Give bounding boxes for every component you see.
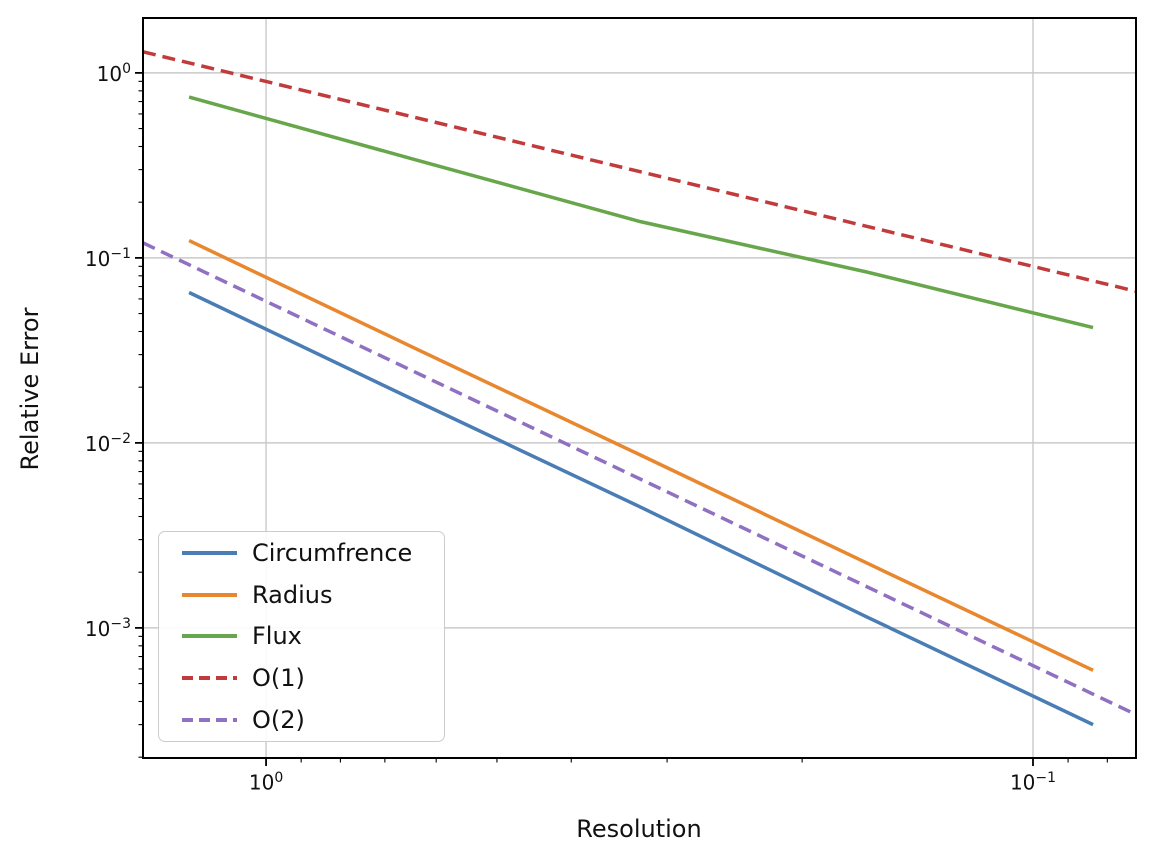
legend-item: Radius (159, 574, 444, 616)
x-tick-label: 100 (248, 770, 284, 795)
legend-item: O(2) (159, 699, 444, 741)
series-line-circumfrence (188, 290, 1094, 727)
y-tick-label: 10−1 (84, 246, 131, 271)
y-tick-label: 100 (96, 61, 131, 86)
legend-swatch-flux (182, 634, 237, 639)
y-tick-label: 10−3 (84, 616, 131, 641)
legend-item: Flux (159, 616, 444, 658)
x-tick-label: 10−1 (1009, 770, 1057, 795)
series-line-o-1- (142, 50, 1137, 293)
legend-label: O(1) (252, 664, 305, 693)
legend-item: Circumfrence (159, 532, 444, 574)
y-tick-label: 10−2 (84, 431, 131, 456)
x-axis-label: Resolution (576, 815, 702, 843)
legend-item: O(1) (159, 657, 444, 699)
series-line-o-2- (142, 241, 1137, 717)
plot-border (142, 17, 1137, 759)
legend-label: Circumfrence (252, 538, 413, 567)
legend-label: Radius (252, 580, 333, 609)
legend-swatch-o1 (182, 676, 237, 681)
legend-swatch-o2 (182, 718, 237, 723)
legend-label: O(2) (252, 706, 305, 735)
legend-swatch-circumfrence (182, 550, 237, 555)
y-axis-label: Relative Error (16, 307, 44, 471)
legend-label: Flux (252, 622, 302, 651)
legend-swatch-radius (182, 592, 237, 597)
series-line-flux (188, 95, 1094, 330)
series-line-radius (188, 239, 1094, 672)
legend: Circumfrence Radius Flux O(1) O(2) (158, 531, 445, 742)
